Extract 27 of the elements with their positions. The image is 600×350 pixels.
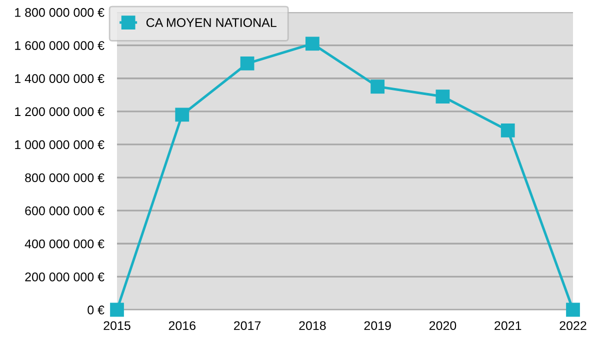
y-tick-label: 200 000 000 € — [25, 272, 104, 282]
x-tick-label: 2021 — [494, 321, 522, 330]
y-tick-label: 1 800 000 000 € — [15, 8, 104, 17]
y-tick-label: 0 € — [88, 306, 104, 314]
y-tick-label: 1 400 000 000 € — [15, 74, 104, 84]
x-tick-label: 2019 — [364, 321, 391, 330]
point — [305, 36, 320, 51]
point — [370, 80, 385, 94]
point — [566, 302, 580, 317]
x-tick-label: 2017 — [234, 321, 261, 330]
legend-label: CA MOYEN NATIONAL — [146, 18, 276, 28]
y-tick-label: 1 600 000 000 € — [15, 41, 104, 50]
x-tick-label: 2016 — [168, 321, 196, 330]
x-tick-label: 2015 — [104, 321, 130, 330]
point — [240, 56, 254, 70]
x-tick-label: 2022 — [560, 321, 586, 330]
y-tick-label: 400 000 000 € — [24, 239, 104, 248]
y-tick-label: 800 000 000 € — [25, 173, 104, 182]
point — [500, 123, 515, 138]
point — [436, 90, 450, 104]
point — [110, 302, 124, 317]
x-tick-label: 2018 — [299, 321, 326, 330]
x-tick-label: 2020 — [429, 321, 456, 330]
y-tick-label: 600 000 000 € — [25, 206, 104, 216]
y-tick-label: 1 200 000 000 € — [15, 107, 104, 116]
point — [175, 108, 190, 122]
y-tick-label: 1 000 000 000 € — [15, 140, 104, 150]
